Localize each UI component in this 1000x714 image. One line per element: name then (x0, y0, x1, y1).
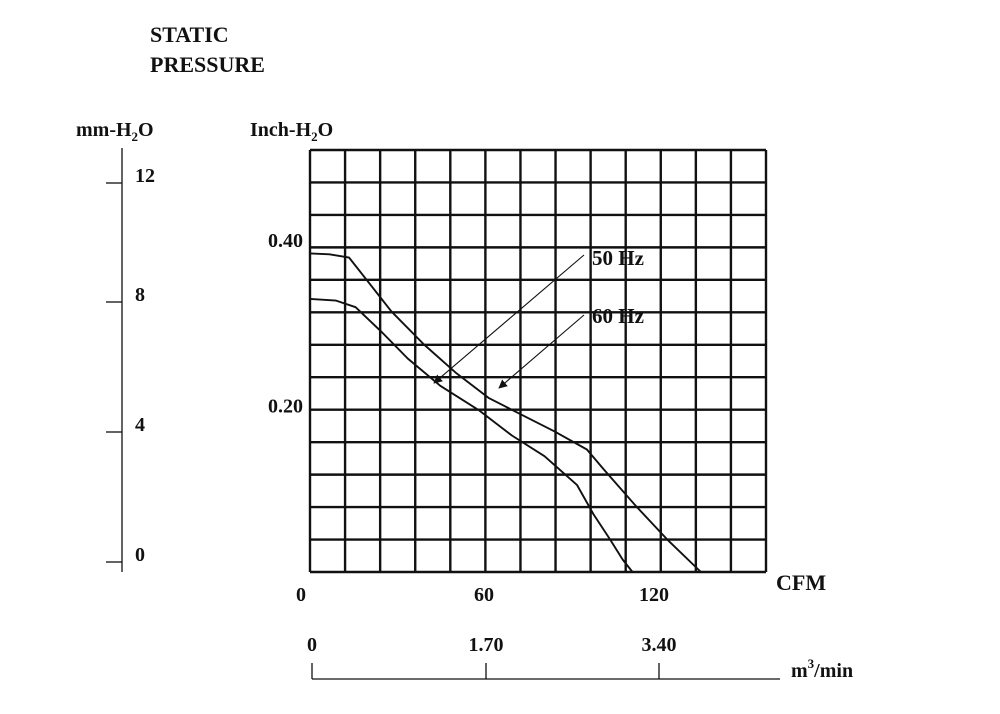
mm-tick-label: 0 (135, 544, 145, 566)
mm-tick-label: 8 (135, 284, 145, 306)
y-axis-label-mm: mm-H2O (76, 119, 154, 144)
series-line-60-hz (309, 252, 702, 573)
m3-tick-label: 1.70 (469, 634, 504, 656)
y-axis-label-inch: Inch-H2O (250, 119, 333, 144)
series-labels: 50 Hz 60 Hz (433, 246, 644, 389)
cfm-tick-label: 120 (639, 584, 669, 606)
m3-axis-ticks: 0 1.70 3.40 (307, 634, 677, 679)
plot-grid (308, 148, 768, 574)
series-line-50-hz (309, 297, 634, 573)
inch-tick-label: 0.20 (268, 396, 303, 418)
x-axis-label-m3: m3/min (791, 656, 853, 682)
cfm-tick-label: 60 (474, 584, 494, 606)
chart-title-line1: STATIC (150, 22, 229, 47)
chart-title-line2: PRESSURE (150, 52, 265, 77)
series-leader-line (498, 314, 585, 389)
cfm-axis-ticks: 0 60 120 (296, 584, 669, 606)
cfm-tick-label: 0 (296, 584, 306, 606)
m3-tick-label: 0 (307, 634, 317, 656)
m3-tick-label: 3.40 (642, 634, 677, 656)
series-label: 50 Hz (592, 246, 644, 270)
inch-tick-label: 0.40 (268, 230, 303, 252)
inch-axis-ticks: 0.20 0.40 (268, 230, 303, 417)
x-axis-label-cfm: CFM (776, 570, 826, 595)
mm-tick-label: 4 (135, 414, 145, 436)
series-label: 60 Hz (592, 304, 644, 328)
mm-tick-label: 12 (135, 165, 155, 187)
series-leader-line (433, 254, 585, 384)
series-curves (309, 252, 702, 573)
mm-axis-ticks: 0 4 8 12 (106, 165, 155, 566)
